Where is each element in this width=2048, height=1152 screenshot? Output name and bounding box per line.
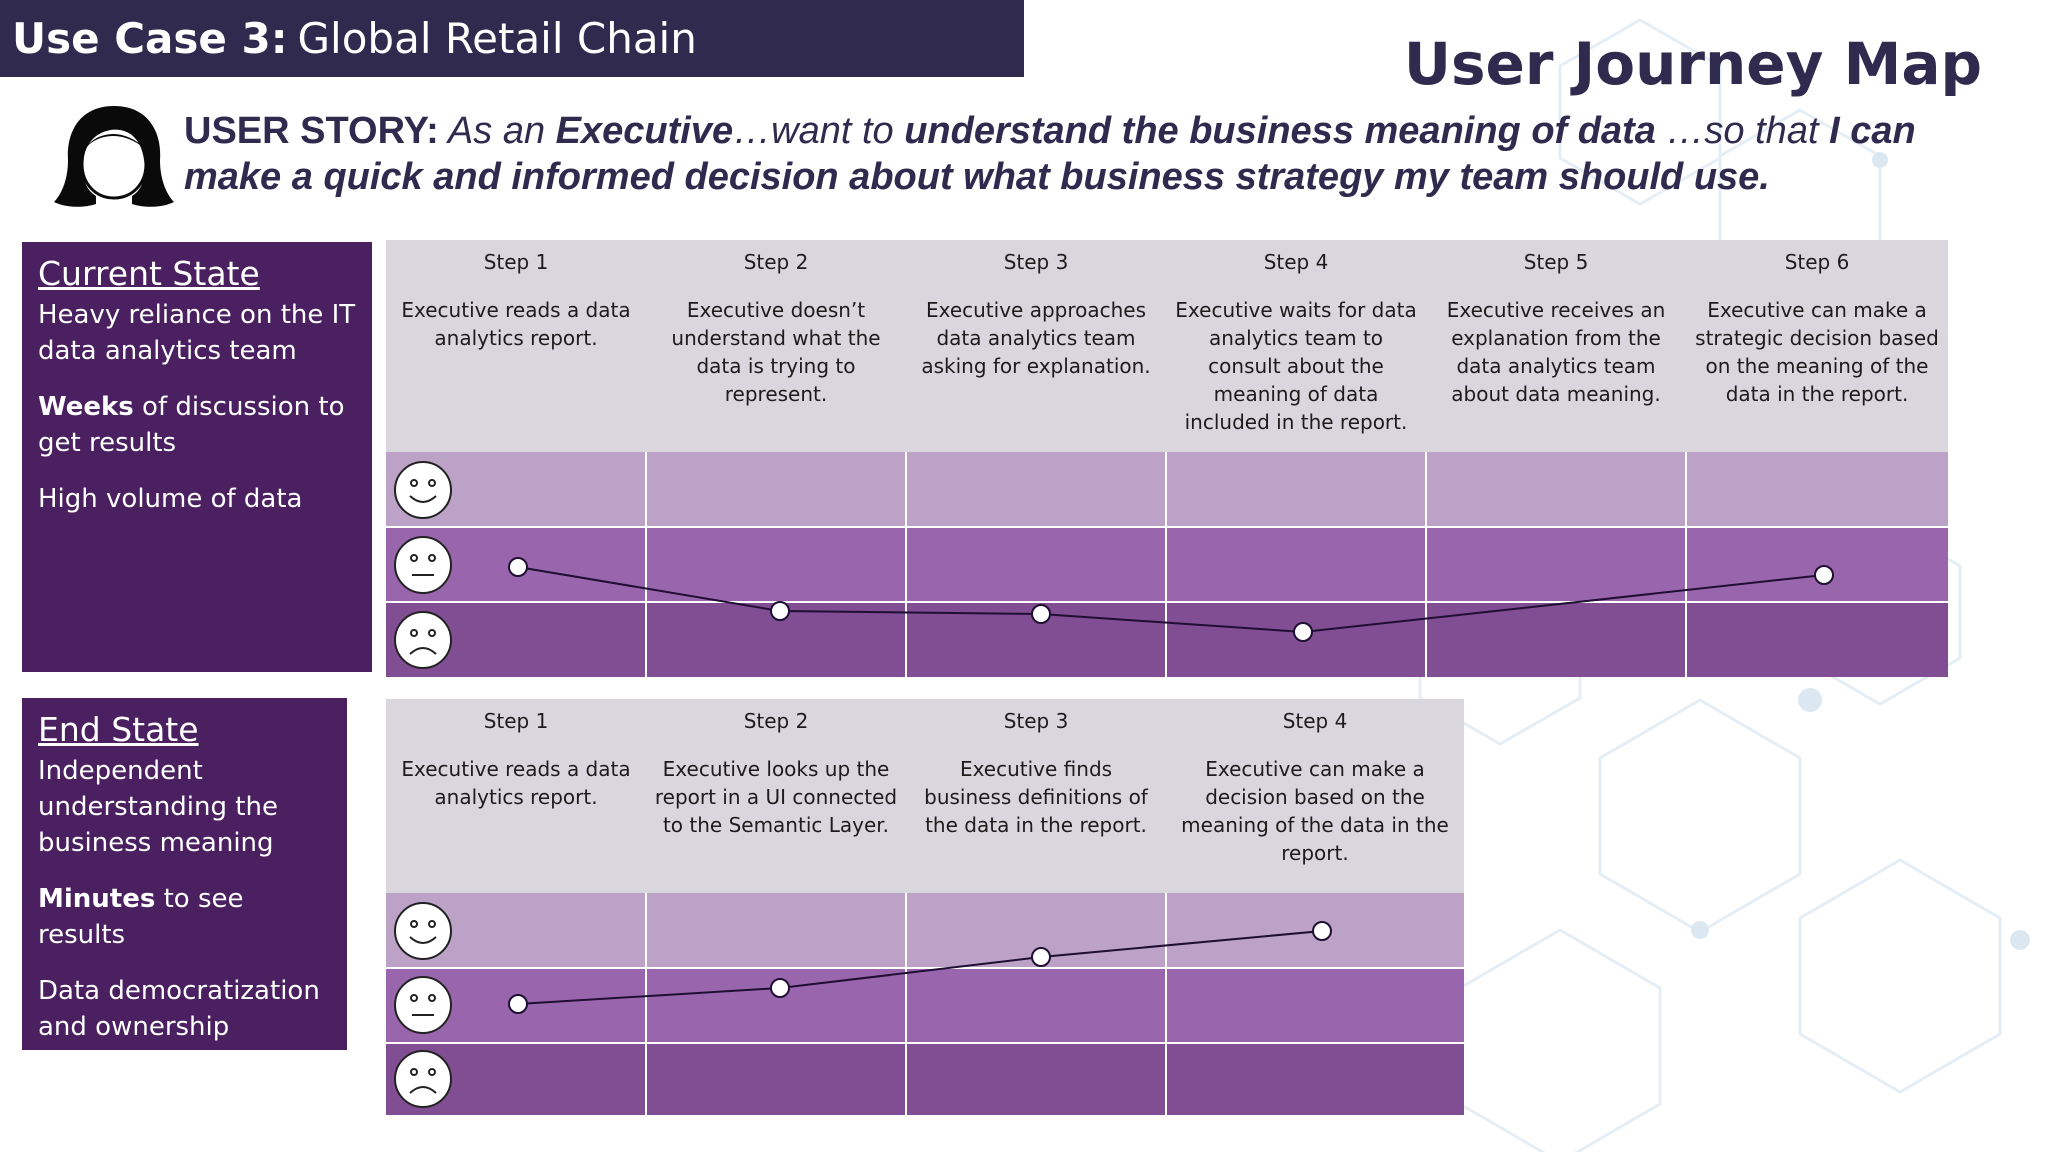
sad-face-icon: [394, 611, 452, 669]
grid-divider: [905, 893, 907, 1115]
end-state-item-2: Minutes to see results: [38, 881, 331, 953]
current-band-happy: [386, 452, 1948, 527]
user-story-benefit: I can make a quick and informed decision…: [184, 110, 1916, 198]
step-description: Executive can make a decision based on t…: [1181, 757, 1449, 865]
step-title: Step 4: [1282, 709, 1348, 733]
current-state-item-2-text: of discussion to get results: [38, 392, 345, 458]
current-step-1: Step 1 Executive reads a data analytics …: [386, 240, 646, 352]
grid-divider: [1165, 452, 1167, 677]
end-step-3: Step 3 Executive finds business definiti…: [906, 699, 1166, 839]
grid-divider: [1685, 452, 1687, 677]
current-step-5: Step 5 Executive receives an explanation…: [1426, 240, 1686, 408]
current-state-item-1: Heavy reliance on the IT data analytics …: [38, 300, 356, 366]
step-title: Step 1: [483, 709, 549, 733]
step-title: Step 2: [743, 250, 809, 274]
step-title: Step 3: [1003, 250, 1069, 274]
current-state-item-2-bold: Weeks: [38, 392, 134, 422]
current-state-item-2: Weeks of discussion to get results: [38, 389, 356, 461]
end-step-4: Step 4 Executive can make a decision bas…: [1166, 699, 1464, 867]
grid-divider: [1425, 452, 1427, 677]
title-bold: Use Case 3:: [12, 14, 288, 63]
step-title: Step 5: [1523, 250, 1589, 274]
end-state-item-1: Independent understanding the business m…: [38, 756, 278, 858]
current-band-sad: [386, 602, 1948, 677]
grid-divider: [386, 601, 1948, 603]
step-description: Executive reads a data analytics report.: [401, 298, 631, 350]
step-description: Executive waits for data analytics team …: [1175, 298, 1417, 434]
step-title: Step 2: [743, 709, 809, 733]
user-story-role: Executive: [555, 110, 734, 152]
current-step-2: Step 2 Executive doesn’t understand what…: [646, 240, 906, 408]
end-state-heading: End State: [38, 710, 199, 749]
current-state-item-3: High volume of data: [38, 484, 303, 514]
current-state-box: Current State Heavy reliance on the IT d…: [22, 242, 372, 672]
grid-divider: [645, 893, 647, 1115]
step-description: Executive looks up the report in a UI co…: [654, 757, 898, 837]
end-state-item-2-text: to see results: [38, 884, 244, 950]
user-story-text-2: …want to: [733, 110, 905, 152]
step-title: Step 4: [1263, 250, 1329, 274]
user-story-goal: understand the business meaning of data: [904, 110, 1656, 152]
step-description: Executive reads a data analytics report.: [401, 757, 631, 809]
grid-divider: [386, 1042, 1464, 1044]
step-title: Step 6: [1784, 250, 1850, 274]
grid-divider: [386, 967, 1464, 969]
title-bar: Use Case 3: Global Retail Chain: [0, 0, 1024, 77]
grid-divider: [645, 452, 647, 677]
user-story-text-1: As an: [438, 110, 556, 152]
end-steps-header: Step 1 Executive reads a data analytics …: [386, 699, 1464, 893]
page-title: User Journey Map: [1403, 30, 1982, 98]
current-band-neutral: [386, 527, 1948, 602]
step-title: Step 3: [1003, 709, 1069, 733]
end-step-1: Step 1 Executive reads a data analytics …: [386, 699, 646, 811]
grid-divider: [386, 526, 1948, 528]
end-state-item-2-bold: Minutes: [38, 884, 156, 914]
grid-divider: [1165, 893, 1167, 1115]
step-description: Executive receives an explanation from t…: [1446, 298, 1666, 406]
title-rest: Global Retail Chain: [297, 14, 697, 63]
user-story: USER STORY: As an Executive…want to unde…: [184, 108, 2004, 200]
end-step-2: Step 2 Executive looks up the report in …: [646, 699, 906, 839]
user-story-text-3: …so that: [1655, 110, 1830, 152]
grid-divider: [905, 452, 907, 677]
sad-face-icon: [394, 1050, 452, 1108]
current-step-4: Step 4 Executive waits for data analytic…: [1166, 240, 1426, 436]
current-steps-header: Step 1 Executive reads a data analytics …: [386, 240, 1948, 452]
end-state-item-3: Data democratization and ownership: [38, 976, 320, 1042]
step-description: Executive can make a strategic decision …: [1695, 298, 1939, 406]
user-story-label: USER STORY:: [184, 110, 439, 152]
current-step-3: Step 3 Executive approaches data analyti…: [906, 240, 1166, 380]
end-state-box: End State Independent understanding the …: [22, 698, 347, 1050]
current-state-heading: Current State: [38, 254, 260, 293]
woman-avatar-icon: [54, 106, 174, 207]
step-title: Step 1: [483, 250, 549, 274]
step-description: Executive finds business definitions of …: [924, 757, 1148, 837]
happy-face-icon: [394, 902, 452, 960]
current-step-6: Step 6 Executive can make a strategic de…: [1686, 240, 1948, 408]
step-description: Executive doesn’t understand what the da…: [671, 298, 881, 406]
end-band-sad: [386, 1043, 1464, 1115]
neutral-face-icon: [394, 536, 452, 594]
end-band-happy: [386, 893, 1464, 968]
end-band-neutral: [386, 968, 1464, 1043]
neutral-face-icon: [394, 976, 452, 1034]
happy-face-icon: [394, 461, 452, 519]
step-description: Executive approaches data analytics team…: [921, 298, 1151, 378]
